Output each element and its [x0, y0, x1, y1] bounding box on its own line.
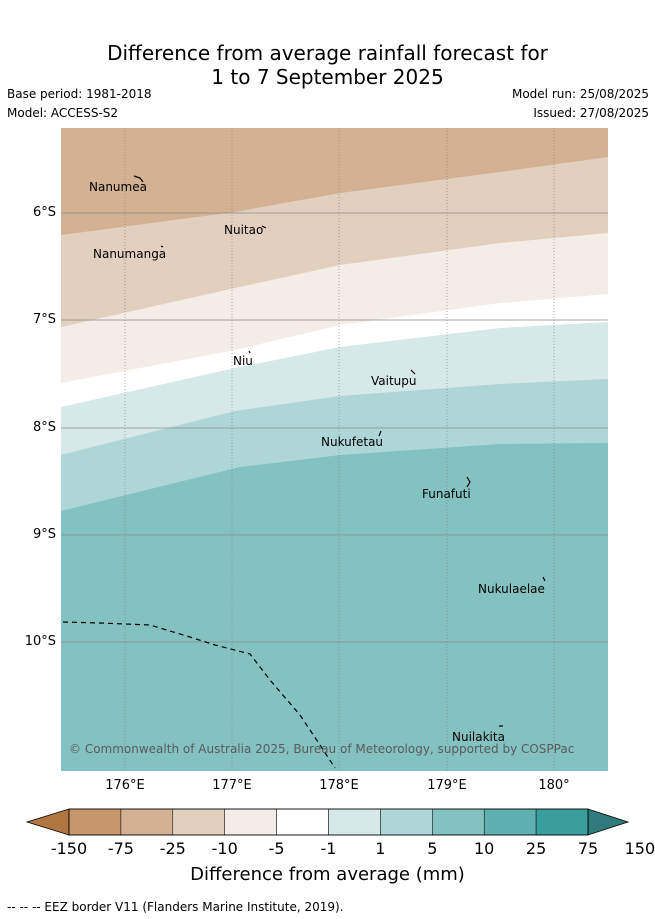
colorbar-cell: [68, 808, 122, 836]
colorbar-cell: [276, 808, 329, 836]
colorbar-cell: [224, 808, 277, 836]
colorbar-cell: [380, 808, 433, 836]
band-minus25-to-minus10: [61, 128, 608, 235]
place-label-nukufetau: Nukufetau: [321, 435, 384, 449]
colorbar-tick-label: -5: [268, 839, 285, 858]
colorbar-tick-label: -1: [320, 839, 337, 858]
lat-label-10s: 10°S: [24, 634, 56, 649]
eez-border-line: [62, 621, 336, 769]
colorbar-tick-label: 5: [427, 839, 438, 858]
issued-label: Issued: 27/08/2025: [533, 106, 649, 120]
copyright-notice: © Commonwealth of Australia 2025, Bureau…: [69, 742, 575, 756]
colorbar-tick-label: -10: [211, 839, 238, 858]
colorbar-cell: [483, 808, 537, 836]
island-outlines: [133, 175, 546, 727]
vaitupu-island-icon: [410, 369, 416, 375]
colorbar-tick-label: -150: [50, 839, 88, 858]
nukulaelae-island-icon: [542, 576, 546, 582]
place-label-funafuti: Funafuti: [422, 487, 471, 501]
nukufetau-island-icon: [378, 430, 382, 437]
model-run-label: Model run: 25/08/2025: [511, 87, 649, 101]
colorbar-tick-label: -75: [107, 839, 134, 858]
place-label-nuilakita: Nuilakita: [452, 730, 505, 744]
lon-label-177e: 177°E: [212, 778, 252, 793]
funafuti-island-icon: [466, 476, 471, 488]
lon-label-178e: 178°E: [319, 778, 359, 793]
lat-label-8s: 8°S: [32, 420, 56, 435]
lat-label-9s: 9°S: [32, 527, 56, 542]
map-title-line1: Difference from average rainfall forecas…: [107, 41, 548, 65]
latitude-gridlines: [61, 212, 608, 643]
colorbar-tick-label: 150: [624, 839, 655, 858]
place-label-nuitao: Nuitao: [224, 223, 264, 237]
nuitao-island-icon: [261, 225, 267, 229]
lat-label-6s: 6°S: [32, 205, 56, 220]
colorbar-cell: [328, 808, 381, 836]
place-label-nanumea: Nanumea: [89, 180, 147, 194]
colorbar-cell: [172, 808, 225, 836]
colorbar-cell: [432, 808, 485, 836]
lon-label-176e: 176°E: [105, 778, 145, 793]
place-label-nanumanga: Nanumanga: [93, 247, 167, 261]
colorbar-tick-label: 10: [474, 839, 495, 858]
place-label-niu: Niu: [233, 354, 253, 368]
lon-label-179e: 179°E: [427, 778, 467, 793]
place-label-vaitupu: Vaitupu: [371, 374, 417, 388]
place-label-nukulaelae: Nukulaelae: [478, 582, 545, 596]
colorbar-max-extension: [587, 808, 630, 836]
niu-island-icon: [248, 350, 251, 354]
colorbar-min-extension: [25, 808, 70, 836]
colorbar-title: Difference from average (mm): [190, 864, 465, 885]
colorbar-cell: [120, 808, 174, 836]
colorbar-tick-label: 1: [375, 839, 386, 858]
longitude-gridlines: [124, 128, 555, 771]
lat-label-7s: 7°S: [32, 312, 56, 327]
colorbar-cell: [535, 808, 589, 836]
lon-label-180: 180°: [538, 778, 570, 793]
map-title-line2: 1 to 7 September 2025: [211, 65, 444, 89]
colorbar-tick-label: 25: [525, 839, 547, 858]
nanumanga-island-icon: [160, 245, 164, 248]
rainfall-anomaly-map: [61, 128, 608, 771]
eez-footnote: -- -- -- EEZ border V11 (Flanders Marine…: [7, 900, 344, 914]
model-label: Model: ACCESS-S2: [7, 106, 119, 120]
colorbar-tick-label: -25: [159, 839, 186, 858]
nanumea-island-icon: [133, 175, 144, 183]
colorbar-tick-label: 75: [577, 839, 599, 858]
base-period-label: Base period: 1981-2018: [7, 87, 152, 101]
colorbar: [25, 808, 630, 836]
